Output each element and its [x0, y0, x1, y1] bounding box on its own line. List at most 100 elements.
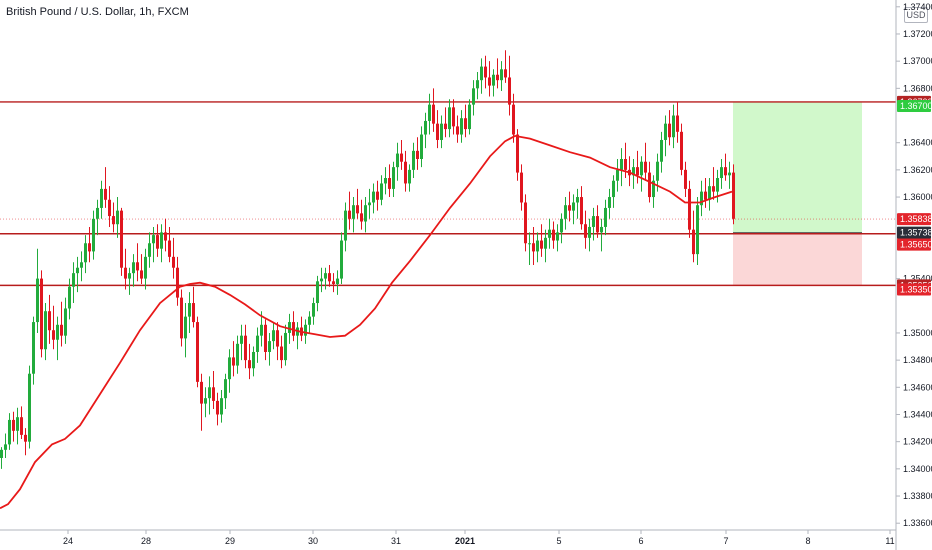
candle[interactable] — [404, 150, 407, 192]
candle[interactable] — [340, 232, 343, 285]
candle[interactable] — [56, 316, 59, 361]
price-tag[interactable]: 1.35838 — [897, 213, 932, 226]
candle[interactable] — [456, 115, 459, 143]
candle[interactable] — [484, 55, 487, 89]
candle[interactable] — [408, 164, 411, 192]
candle[interactable] — [44, 303, 47, 361]
candle[interactable] — [524, 194, 527, 252]
candle[interactable] — [616, 159, 619, 192]
candle[interactable] — [124, 248, 127, 290]
candle[interactable] — [532, 226, 535, 265]
candle[interactable] — [548, 218, 551, 249]
candle[interactable] — [252, 346, 255, 377]
candle[interactable] — [64, 297, 67, 344]
candle[interactable] — [364, 197, 367, 233]
candle[interactable] — [128, 267, 131, 295]
candle[interactable] — [60, 301, 63, 347]
candle[interactable] — [600, 218, 603, 252]
candle[interactable] — [176, 256, 179, 306]
candle[interactable] — [564, 197, 567, 230]
candle[interactable] — [576, 188, 579, 219]
candle[interactable] — [108, 186, 111, 227]
currency-badge[interactable]: USD — [904, 7, 928, 23]
candle[interactable] — [96, 199, 99, 236]
candle[interactable] — [696, 197, 699, 265]
candle[interactable] — [420, 126, 423, 168]
candle[interactable] — [392, 161, 395, 198]
candle[interactable] — [120, 207, 123, 276]
candle[interactable] — [156, 224, 159, 257]
candle[interactable] — [8, 413, 11, 450]
candle[interactable] — [236, 335, 239, 374]
candle[interactable] — [272, 322, 275, 350]
candle[interactable] — [92, 210, 95, 260]
candle[interactable] — [412, 142, 415, 179]
candle[interactable] — [680, 123, 683, 176]
candle[interactable] — [140, 254, 143, 285]
candle[interactable] — [12, 411, 15, 442]
candle[interactable] — [352, 197, 355, 233]
candle[interactable] — [312, 297, 315, 325]
candle[interactable] — [612, 175, 615, 208]
candle[interactable] — [76, 256, 79, 293]
candle[interactable] — [24, 428, 27, 456]
candle[interactable] — [72, 262, 75, 304]
candle[interactable] — [536, 232, 539, 263]
candle[interactable] — [100, 180, 103, 219]
candle[interactable] — [504, 50, 507, 83]
candle[interactable] — [304, 319, 307, 344]
candle[interactable] — [384, 167, 387, 195]
candle[interactable] — [416, 137, 419, 170]
candle[interactable] — [244, 324, 247, 369]
candle[interactable] — [172, 237, 175, 279]
profit-zone[interactable] — [733, 101, 862, 233]
candle[interactable] — [232, 341, 235, 377]
candle[interactable] — [28, 365, 31, 449]
candle[interactable] — [264, 319, 267, 361]
candle[interactable] — [712, 167, 715, 200]
candle[interactable] — [672, 104, 675, 149]
candle[interactable] — [0, 447, 3, 469]
candle[interactable] — [604, 199, 607, 236]
candle[interactable] — [644, 142, 647, 181]
candle[interactable] — [480, 58, 483, 94]
candle[interactable] — [708, 178, 711, 211]
candle[interactable] — [320, 267, 323, 293]
candle[interactable] — [540, 224, 543, 257]
price-tag[interactable]: 1.35650 — [897, 238, 932, 251]
candle[interactable] — [168, 226, 171, 263]
candle[interactable] — [292, 311, 295, 342]
candle[interactable] — [636, 150, 639, 184]
candle[interactable] — [624, 142, 627, 179]
candle[interactable] — [464, 104, 467, 138]
candle[interactable] — [508, 55, 511, 116]
candle[interactable] — [728, 161, 731, 189]
candle[interactable] — [224, 373, 227, 410]
candle[interactable] — [700, 180, 703, 217]
candle[interactable] — [732, 164, 735, 225]
candle[interactable] — [512, 93, 515, 143]
candle[interactable] — [468, 99, 471, 135]
price-tag[interactable]: 1.35350 — [897, 283, 932, 296]
candle[interactable] — [276, 322, 279, 361]
candle[interactable] — [580, 186, 583, 230]
candle[interactable] — [396, 142, 399, 181]
candle[interactable] — [32, 316, 35, 385]
candle[interactable] — [628, 156, 631, 187]
candle[interactable] — [152, 226, 155, 263]
candle[interactable] — [268, 332, 271, 366]
candle[interactable] — [48, 294, 51, 344]
candle[interactable] — [80, 251, 83, 282]
candle[interactable] — [440, 115, 443, 149]
candle[interactable] — [52, 305, 55, 350]
candle[interactable] — [184, 303, 187, 358]
candle[interactable] — [208, 376, 211, 415]
candle[interactable] — [200, 373, 203, 431]
candle[interactable] — [452, 99, 455, 135]
candle[interactable] — [460, 110, 463, 143]
candle[interactable] — [216, 392, 219, 426]
candle[interactable] — [676, 101, 679, 143]
candle[interactable] — [240, 324, 243, 361]
candle[interactable] — [724, 153, 727, 181]
candle[interactable] — [16, 407, 19, 445]
